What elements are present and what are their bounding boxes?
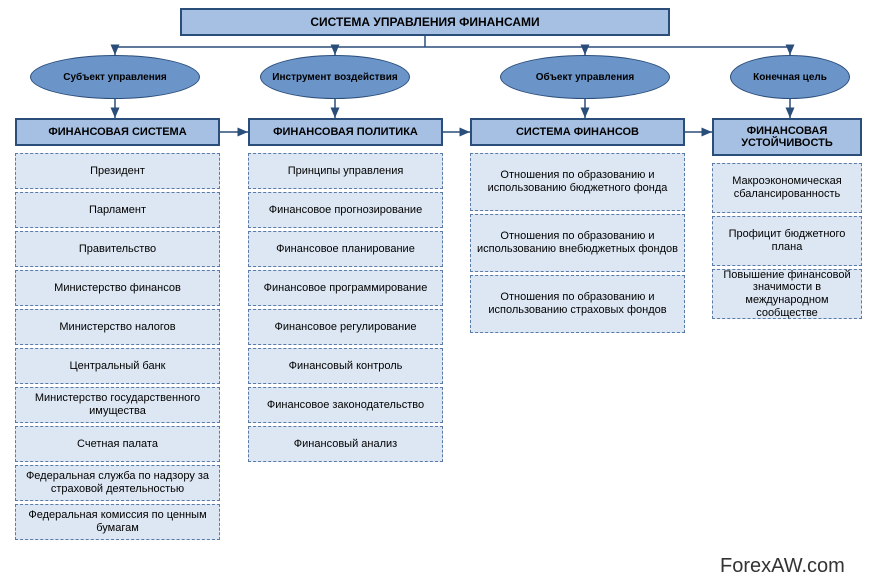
ellipse-e3: Объект управления xyxy=(500,55,670,99)
item-c1-8: Федеральная служба по надзору за страхов… xyxy=(15,465,220,501)
item-c1-6: Министерство государственного имущества xyxy=(15,387,220,423)
item-c2-7: Финансовый анализ xyxy=(248,426,443,462)
item-c1-9: Федеральная комиссия по ценным бумагам xyxy=(15,504,220,540)
item-c1-7: Счетная палата xyxy=(15,426,220,462)
item-c3-0: Отношения по образованию и использованию… xyxy=(470,153,685,211)
item-c2-5: Финансовый контроль xyxy=(248,348,443,384)
item-c2-3: Финансовое программирование xyxy=(248,270,443,306)
item-c2-1: Финансовое прогнозирование xyxy=(248,192,443,228)
ellipse-e4: Конечная цель xyxy=(730,55,850,99)
item-c4-0: Макроэкономическая сбалансированность xyxy=(712,163,862,213)
item-c1-2: Правительство xyxy=(15,231,220,267)
item-c1-0: Президент xyxy=(15,153,220,189)
item-c1-4: Министерство налогов xyxy=(15,309,220,345)
column-items-c4: Макроэкономическая сбалансированностьПро… xyxy=(712,160,862,319)
item-c1-3: Министерство финансов xyxy=(15,270,220,306)
column-items-c3: Отношения по образованию и использованию… xyxy=(470,150,685,333)
column-items-c2: Принципы управленияФинансовое прогнозиро… xyxy=(248,150,443,462)
column-header-c2: ФИНАНСОВАЯ ПОЛИТИКА xyxy=(248,118,443,146)
item-c2-2: Финансовое планирование xyxy=(248,231,443,267)
title-box: СИСТЕМА УПРАВЛЕНИЯ ФИНАНСАМИ xyxy=(180,8,670,36)
column-header-c1: ФИНАНСОВАЯ СИСТЕМА xyxy=(15,118,220,146)
item-c3-1: Отношения по образованию и использованию… xyxy=(470,214,685,272)
ellipse-e2: Инструмент воздействия xyxy=(260,55,410,99)
item-c4-2: Повышение финансовой значимости в междун… xyxy=(712,269,862,319)
watermark: ForexAW.com xyxy=(720,555,845,578)
item-c2-6: Финансовое законодательство xyxy=(248,387,443,423)
column-header-c4: ФИНАНСОВАЯ УСТОЙЧИВОСТЬ xyxy=(712,118,862,156)
item-c1-5: Центральный банк xyxy=(15,348,220,384)
ellipse-e1: Субъект управления xyxy=(30,55,200,99)
column-items-c1: ПрезидентПарламентПравительствоМинистерс… xyxy=(15,150,220,540)
item-c1-1: Парламент xyxy=(15,192,220,228)
item-c2-4: Финансовое регулирование xyxy=(248,309,443,345)
column-header-c3: СИСТЕМА ФИНАНСОВ xyxy=(470,118,685,146)
item-c3-2: Отношения по образованию и использованию… xyxy=(470,275,685,333)
item-c2-0: Принципы управления xyxy=(248,153,443,189)
item-c4-1: Профицит бюджетного плана xyxy=(712,216,862,266)
